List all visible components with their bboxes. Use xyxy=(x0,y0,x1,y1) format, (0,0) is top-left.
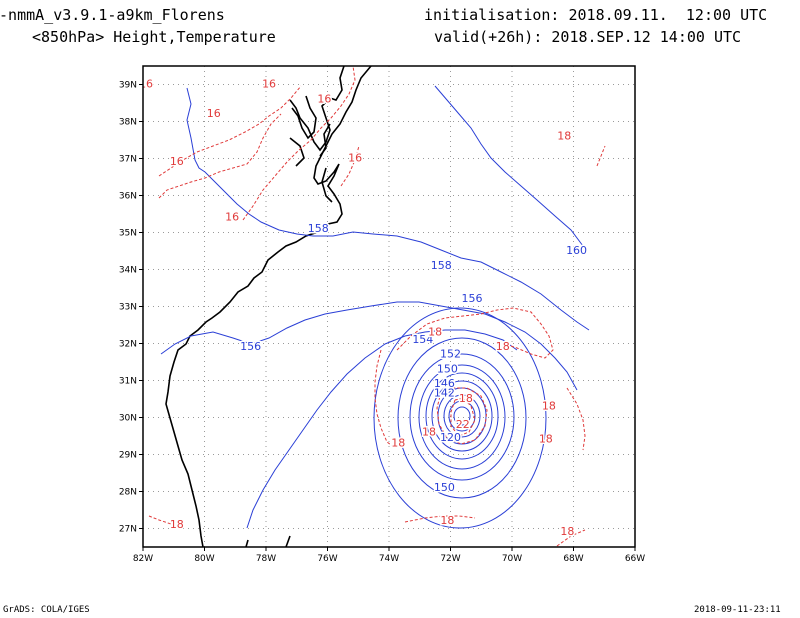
lon-tick-label: 76W xyxy=(317,554,337,564)
height-contour-label: 142 xyxy=(434,386,455,399)
lat-tick-label: 38N xyxy=(119,118,137,128)
lat-tick-label: 34N xyxy=(119,266,137,276)
temperature-contour-label: 16 xyxy=(317,92,331,105)
height-contour-label: 156 xyxy=(240,340,261,353)
lon-tick-label: 72W xyxy=(440,554,460,564)
temperature-contour-label: 18 xyxy=(557,129,571,142)
temperature-contour-label: 16 xyxy=(262,78,276,91)
model-title: f-nmmA_v3.9.1-a9km_Florens xyxy=(0,6,225,24)
height-contour-label: 158 xyxy=(431,259,452,272)
height-contour-label: 154 xyxy=(412,333,433,346)
temperature-contour-label: 18 xyxy=(170,518,184,531)
temperature-contour-label: 18 xyxy=(428,325,442,338)
lat-tick-label: 39N xyxy=(119,81,137,91)
lon-tick-label: 82W xyxy=(133,554,153,564)
lon-tick-label: 80W xyxy=(194,554,214,564)
height-contour-label: 152 xyxy=(440,348,461,361)
height-contour-label: 158 xyxy=(308,222,329,235)
lon-tick-label: 78W xyxy=(256,554,276,564)
height-contour-label: 156 xyxy=(462,292,483,305)
temperature-contour-label: 16 xyxy=(170,155,184,168)
temperature-contour-label: 16 xyxy=(225,211,239,224)
footer-timestamp: 2018-09-11-23:11 xyxy=(694,605,781,615)
temperature-contour-label: 18 xyxy=(542,399,556,412)
temperature-contours xyxy=(148,66,606,547)
temperature-contour-label: 18 xyxy=(459,392,473,405)
footer-credit: GrADS: COLA/IGES xyxy=(3,605,90,615)
temperature-contour-label: 18 xyxy=(539,433,553,446)
height-contours xyxy=(160,85,590,529)
valid-time: valid(+26h): 2018.SEP.12 14:00 UTC xyxy=(434,28,742,46)
temperature-contour-label: 16 xyxy=(139,78,153,91)
temperature-contour-label: 18 xyxy=(440,514,454,527)
coastline xyxy=(165,66,372,547)
lat-tick-label: 37N xyxy=(119,155,137,165)
axis-ticks: 82W 80W 78W 76W 74W 72W 70W 68W 66W 27N 28N 29N 30N 3… xyxy=(119,81,645,565)
field-title: <850hPa> Height,Temperature xyxy=(32,28,276,46)
lon-tick-label: 74W xyxy=(379,554,399,564)
grid-lines xyxy=(143,66,635,547)
lat-tick-label: 30N xyxy=(119,414,137,424)
height-contour-label: 146 xyxy=(434,377,455,390)
lat-tick-label: 29N xyxy=(119,451,137,461)
lat-tick-label: 36N xyxy=(119,192,137,202)
temperature-contour-labels: 16 16 16 16 16 16 16 18 18 18 18 18 22 18 18 18 18 18 18 xyxy=(139,76,576,540)
temperature-contour-label: 22 xyxy=(456,418,470,431)
lat-tick-label: 27N xyxy=(119,525,137,535)
init-time: initialisation: 2018.09.11. 12:00 UTC xyxy=(424,6,768,24)
height-contour-label: 150 xyxy=(434,481,455,494)
temperature-contour-label: 18 xyxy=(422,425,436,438)
temperature-contour-label: 16 xyxy=(348,152,362,165)
temperature-contour-label: 18 xyxy=(496,340,510,353)
temperature-contour-label: 16 xyxy=(207,107,221,120)
lat-tick-label: 35N xyxy=(119,229,137,239)
height-contour-label: 120 xyxy=(440,431,461,444)
lat-tick-label: 32N xyxy=(119,340,137,350)
height-contour-label: 150 xyxy=(437,362,458,375)
lon-tick-label: 66W xyxy=(625,554,645,564)
lat-tick-label: 28N xyxy=(119,488,137,498)
temperature-contour-label: 18 xyxy=(560,525,574,538)
lon-tick-label: 68W xyxy=(563,554,583,564)
temperature-contour-label: 18 xyxy=(391,436,405,449)
height-contour-label: 160 xyxy=(566,244,587,257)
lat-tick-label: 31N xyxy=(119,377,137,387)
lat-tick-label: 33N xyxy=(119,303,137,313)
lon-tick-label: 70W xyxy=(502,554,522,564)
